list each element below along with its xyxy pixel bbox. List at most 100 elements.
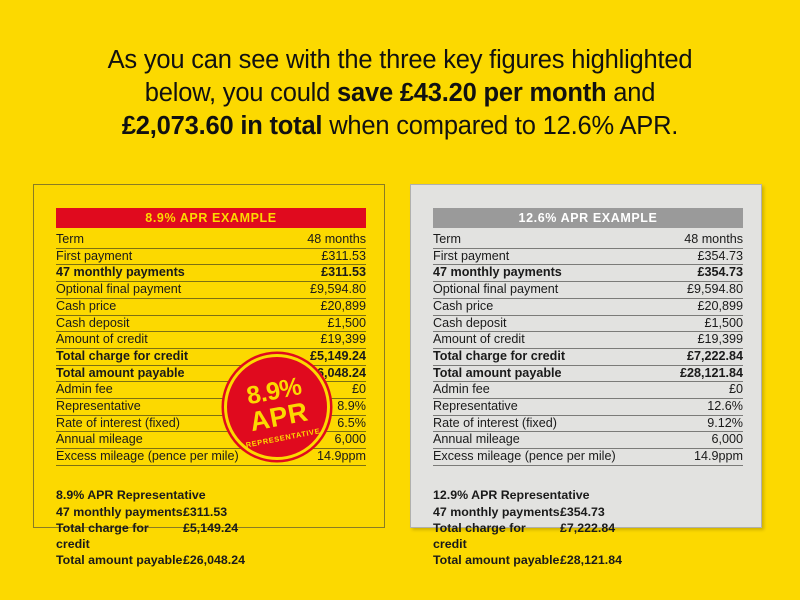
table-row: First payment £354.73 xyxy=(433,249,743,266)
summary-row: 47 monthly payments £354.73 xyxy=(433,504,743,520)
table-row: Representative 12.6% xyxy=(433,399,743,416)
table-row-label: Total amount payable xyxy=(56,365,185,380)
table-row-label: Representative xyxy=(56,399,141,414)
table-row-label: Total amount payable xyxy=(433,365,562,380)
table-row-value: £0 xyxy=(728,382,743,397)
table-row-value: 12.6% xyxy=(707,399,743,414)
table-row-value: £0 xyxy=(351,382,366,397)
table-row: Admin fee £0 xyxy=(433,382,743,400)
headline-line-3: £2,073.60 in total when compared to 12.6… xyxy=(40,110,760,143)
table-row: Optional final payment £9,594.80 xyxy=(433,282,743,299)
headline-line-2-suffix: and xyxy=(606,79,656,107)
table-row-label: Cash price xyxy=(433,298,494,313)
headline-savings-total: £2,073.60 in total xyxy=(121,112,323,140)
panel-left-summary-items: 47 monthly payments £311.53 Total charge f… xyxy=(56,504,366,569)
panel-right-summary-title: 12.9% APR Representative xyxy=(433,487,590,502)
table-row-label: 47 monthly payments xyxy=(433,265,562,280)
table-row-label: 47 monthly payments xyxy=(56,265,185,280)
table-row-label: Excess mileage (pence per mile) xyxy=(56,449,239,464)
summary-row-value: £7,222.84 xyxy=(560,520,616,535)
table-row-label: Admin fee xyxy=(56,382,113,397)
table-row: 47 monthly payments £311.53 xyxy=(56,265,366,283)
table-row: Representative 8.9% xyxy=(56,399,366,416)
table-row: 47 monthly payments £354.73 xyxy=(433,265,743,283)
table-row-label: Cash price xyxy=(56,298,117,313)
table-row-value: 48 months xyxy=(307,232,366,246)
table-row-value: £354.73 xyxy=(697,265,743,280)
summary-row: 47 monthly payments £311.53 xyxy=(56,504,366,520)
table-row-value: 14.9ppm xyxy=(316,449,366,464)
table-row: Total charge for credit £7,222.84 xyxy=(433,349,743,366)
summary-row-value: £26,048.24 xyxy=(183,553,246,568)
summary-row-label: Total charge for credit xyxy=(433,520,526,551)
headline-line-2: below, you could save £43.20 per month a… xyxy=(40,77,760,110)
table-row-label: Optional final payment xyxy=(56,282,182,297)
table-row: Term 48 months xyxy=(433,232,743,249)
table-row-label: First payment xyxy=(433,248,510,263)
summary-row-label: 47 monthly payments xyxy=(56,504,183,519)
table-row-label: Optional final payment xyxy=(433,282,559,297)
table-row: Rate of interest (fixed) 6.5% xyxy=(56,416,366,433)
table-row-value: 6,000 xyxy=(711,432,743,447)
summary-row: Total charge for credit £7,222.84 xyxy=(433,520,743,552)
table-row-value: £28,121.84 xyxy=(679,365,743,380)
table-row-value: 6.5% xyxy=(337,415,366,430)
table-row-label: Term xyxy=(433,232,461,246)
summary-row-value: £311.53 xyxy=(183,504,228,519)
table-row-value: 14.9ppm xyxy=(693,449,743,464)
summary-row: Total amount payable £26,048.24 xyxy=(56,552,366,568)
table-row-label: Total charge for credit xyxy=(433,348,566,363)
table-row-label: Term xyxy=(56,232,84,246)
summary-row-label: Total charge for credit xyxy=(56,520,149,551)
table-row: Annual mileage 6,000 xyxy=(433,432,743,450)
table-row: Amount of credit £19,399 xyxy=(56,332,366,349)
table-row-value: 6,000 xyxy=(334,432,366,447)
table-row-value: £19,399 xyxy=(697,332,743,347)
table-row: Rate of interest (fixed) 9.12% xyxy=(433,416,743,433)
table-row-value: 8.9% xyxy=(337,399,366,414)
table-row: Optional final payment £9,594.80 xyxy=(56,282,366,299)
table-row-value: £9,594.80 xyxy=(686,282,743,297)
panel-right-content: 12.6% APR EXAMPLE Term 48 months First pay… xyxy=(433,208,743,568)
table-row-label: Representative xyxy=(433,399,518,414)
table-row-value: £5,149.24 xyxy=(309,348,366,363)
table-row-label: Amount of credit xyxy=(433,332,525,347)
table-row-value: £9,594.80 xyxy=(309,282,366,297)
table-row-value: £354.73 xyxy=(697,248,743,263)
panel-left-content: 8.9% APR EXAMPLE Term 48 months First paym… xyxy=(56,208,366,568)
table-row-value: £311.53 xyxy=(321,265,366,280)
panel-right-header: 12.6% APR EXAMPLE xyxy=(433,208,743,228)
table-row: Admin fee £0 xyxy=(56,382,366,400)
panel-left-summary: 8.9% APR Representative 47 monthly payme… xyxy=(56,487,366,569)
table-row: Amount of credit £19,399 xyxy=(433,332,743,349)
table-row-value: 48 months xyxy=(684,232,743,246)
table-row: Cash price £20,899 xyxy=(56,299,366,316)
headline-savings-monthly: save £43.20 per month xyxy=(337,79,607,107)
panel-left-header: 8.9% APR EXAMPLE xyxy=(56,208,366,228)
summary-row-label: 47 monthly payments xyxy=(433,504,560,519)
table-row-value: £19,399 xyxy=(320,332,366,347)
table-row: First payment £311.53 xyxy=(56,249,366,266)
table-row-label: Excess mileage (pence per mile) xyxy=(433,449,616,464)
table-row-value: £20,899 xyxy=(697,298,743,313)
table-row-value: £311.53 xyxy=(321,248,366,263)
table-row-value: 9.12% xyxy=(707,415,743,430)
summary-row: Total amount payable £28,121.84 xyxy=(433,552,743,568)
apr-example-panel-right: 12.6% APR EXAMPLE Term 48 months First pay… xyxy=(410,184,762,567)
table-row: Excess mileage (pence per mile) 14.9ppm xyxy=(433,449,743,466)
table-row-label: Rate of interest (fixed) xyxy=(433,415,557,430)
table-row: Excess mileage (pence per mile) 14.9ppm xyxy=(56,449,366,466)
table-row-label: Rate of interest (fixed) xyxy=(56,415,180,430)
summary-row-value: £5,149.24 xyxy=(183,520,239,535)
table-row: Cash deposit £1,500 xyxy=(56,316,366,333)
table-row-label: Annual mileage xyxy=(56,432,143,447)
panel-left-summary-title: 8.9% APR Representative xyxy=(56,487,206,502)
summary-row-value: £354.73 xyxy=(560,504,605,519)
headline-line-2-prefix: below, you could xyxy=(144,79,338,107)
summary-row-label: Total amount payable xyxy=(56,553,183,568)
table-row-label: Total charge for credit xyxy=(56,348,189,363)
panel-left-table: Term 48 months First payment £311.53 47 mont… xyxy=(56,232,366,466)
apr-example-panel-left: 8.9% APR EXAMPLE Term 48 months First paym… xyxy=(33,184,385,567)
table-row-label: Amount of credit xyxy=(56,332,148,347)
table-row: Annual mileage 6,000 xyxy=(56,432,366,450)
